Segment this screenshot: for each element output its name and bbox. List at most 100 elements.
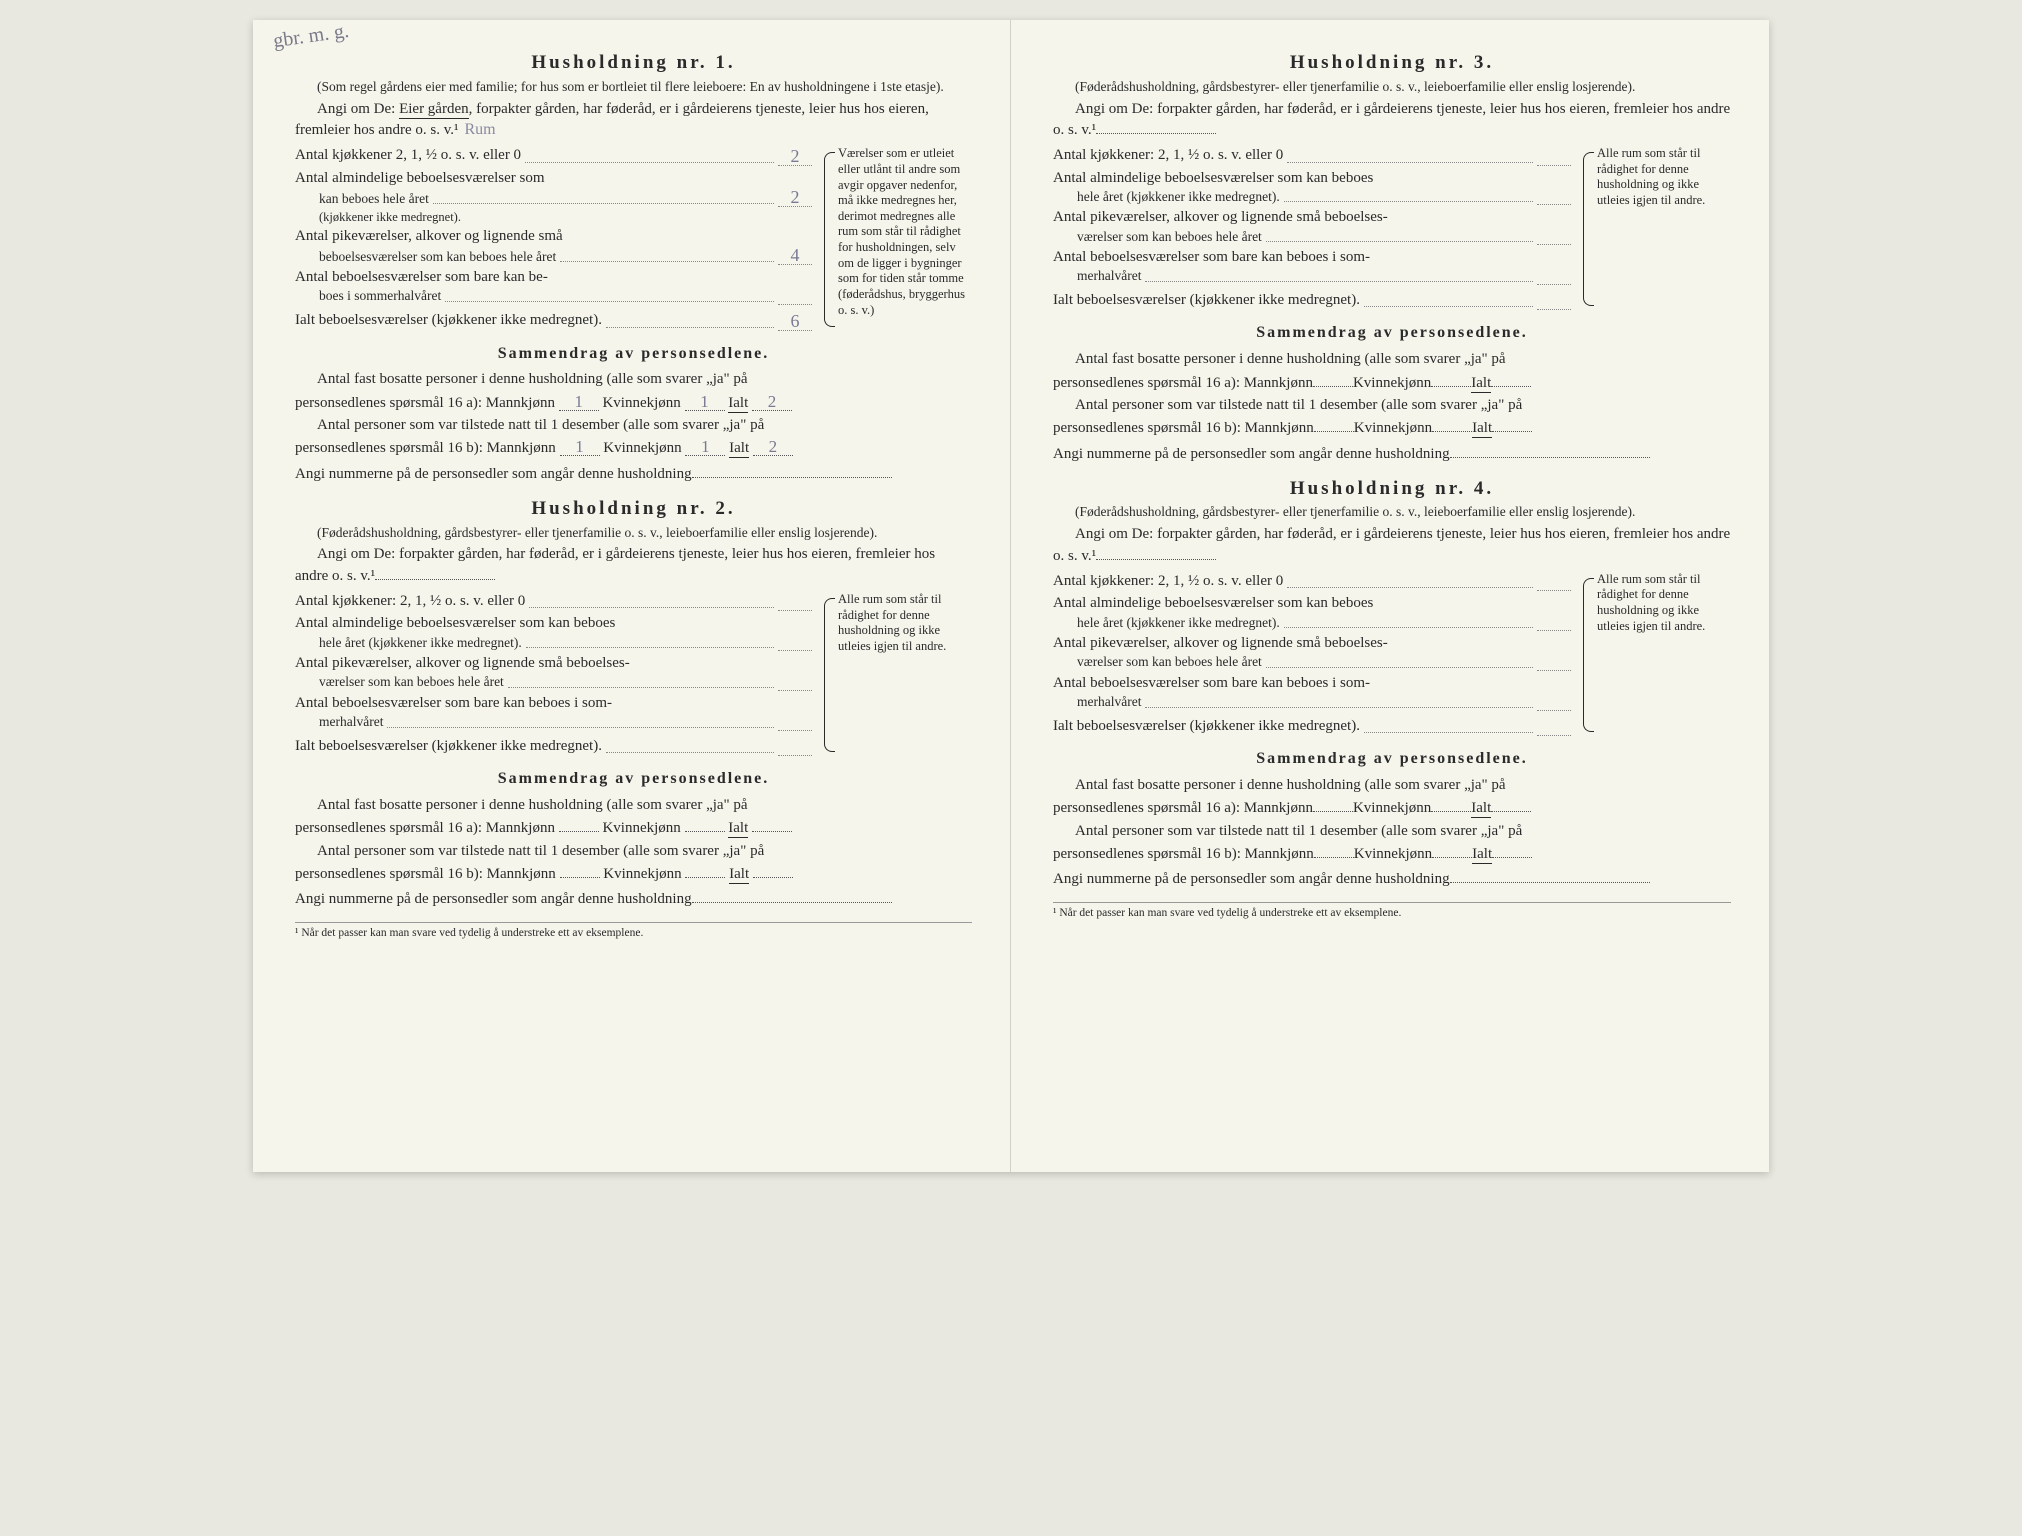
hh4-sum-kv-label: Kvinnekjønn (1353, 800, 1431, 816)
hh1-sum2-m: 1 (560, 438, 600, 456)
dotted-filler (387, 727, 774, 728)
dotted-filler (526, 647, 774, 648)
hh1-sommer-label2: boes i sommerhalvåret (295, 287, 441, 305)
dotted-filler (1284, 201, 1533, 202)
dotted-filler (1364, 306, 1533, 307)
hh3-sum-l2b-pre: personsedlenes spørsmål 16 b): Mannkjønn (1053, 420, 1314, 436)
blank-val (1537, 244, 1571, 245)
hh2-angi-num-label: Angi nummerne på de personsedler som ang… (295, 891, 692, 907)
hh1-alm-label2: kan beboes hele året (295, 190, 429, 208)
hh1-summary-title: Sammendrag av personsedlene. (295, 343, 972, 365)
hh3-alm-label1: Antal almindelige beboelsesværelser som … (1053, 168, 1571, 188)
hh3-subnote: (Føderådshusholdning, gårdsbestyrer- ell… (1053, 79, 1731, 96)
hh2-pike-val (778, 690, 812, 691)
dotted-filler (560, 261, 774, 262)
hh4-total-label: Ialt beboelsesværelser (kjøkkener ikke m… (1053, 717, 1360, 737)
hh3-sum-l1b: personsedlenes spørsmål 16 a): Mannkjønn… (1053, 373, 1731, 393)
dotted-filler (1266, 241, 1533, 242)
hh2-rows: Antal kjøkkener: 2, 1, ½ o. s. v. eller … (295, 592, 972, 758)
hh4-alm-label1: Antal almindelige beboelsesværelser som … (1053, 593, 1571, 613)
hh3-side-note: Alle rum som står til rådighet for denne… (1583, 146, 1731, 312)
hh1-sum-l2b: personsedlenes spørsmål 16 b): Mannkjønn… (295, 438, 972, 458)
hh4-angi: Angi om De: forpakter gården, har føderå… (1053, 524, 1731, 566)
hh1-angi: Angi om De: Eier gården, forpakter gårde… (295, 99, 972, 141)
hh1-alm-label1: Antal almindelige beboelsesværelser som (295, 168, 812, 188)
hh1-sum-l2b-pre: personsedlenes spørsmål 16 b): Mannkjønn (295, 440, 556, 456)
hh3-sum-ialt-label: Ialt (1471, 375, 1491, 393)
blank-val (1537, 710, 1571, 711)
hh2-sommer-row: Antal beboelsesværelser som bare kan beb… (295, 693, 812, 731)
blank-val (1537, 284, 1571, 285)
hh4-summary-title: Sammendrag av personsedlene. (1053, 748, 1731, 770)
hh2-kjokken-val (778, 610, 812, 611)
hh3-row-list: Antal kjøkkener: 2, 1, ½ o. s. v. eller … (1053, 146, 1571, 312)
hh4-sum-l1a: Antal fast bosatte personer i denne hush… (1053, 773, 1731, 799)
hh4-pike-label2: værelser som kan beboes hele året (1053, 653, 1262, 671)
blank-val (1431, 386, 1471, 387)
hh2-sommer-val (778, 730, 812, 731)
hh2-kjokken-row: Antal kjøkkener: 2, 1, ½ o. s. v. eller … (295, 592, 812, 612)
hh3-sommer-label2: merhalvåret (1053, 267, 1141, 285)
blank-val (685, 831, 725, 832)
hh4-row-list: Antal kjøkkener: 2, 1, ½ o. s. v. eller … (1053, 572, 1571, 738)
hh1-angi-underlined: Eier gården (399, 101, 469, 119)
hh3-alm-row: Antal almindelige beboelsesværelser som … (1053, 168, 1571, 206)
hh2-sommer-label1: Antal beboelsesværelser som bare kan beb… (295, 693, 812, 713)
dotted-filler (1145, 281, 1533, 282)
hh4-alm-row: Antal almindelige beboelsesværelser som … (1053, 593, 1571, 631)
dotted-filler (1287, 587, 1533, 588)
dotted-filler (508, 687, 774, 688)
hh3-pike-label1: Antal pikeværelser, alkover og lignende … (1053, 207, 1571, 227)
hh3-pike-label2: værelser som kan beboes hele året (1053, 228, 1262, 246)
blank-val (1313, 811, 1353, 812)
hh3-alm-label2: hele året (kjøkkener ikke medregnet). (1053, 188, 1280, 206)
blank-val (752, 831, 792, 832)
hh2-subnote: (Føderådshusholdning, gårdsbestyrer- ell… (295, 525, 972, 542)
hh2-total-val (778, 755, 812, 756)
blank-val (1537, 735, 1571, 736)
dotted-filler (433, 203, 774, 204)
hh4-sommer-row: Antal beboelsesværelser som bare kan beb… (1053, 673, 1571, 711)
corner-handwriting: gbr. m. g. (272, 21, 350, 51)
hh4-sum2-ialt-label: Ialt (1472, 846, 1492, 864)
blank-line (1450, 443, 1650, 458)
hh4-kjokken-row: Antal kjøkkener: 2, 1, ½ o. s. v. eller … (1053, 572, 1571, 592)
blank-val (753, 877, 793, 878)
hh1-title: Husholdning nr. 1. (295, 50, 972, 76)
hh3-sum-l1b-pre: personsedlenes spørsmål 16 a): Mannkjønn (1053, 375, 1313, 391)
blank-line (1096, 119, 1216, 134)
hh3-sum-kv-label: Kvinnekjønn (1353, 375, 1431, 391)
hh2-angi: Angi om De: forpakter gården, har føderå… (295, 544, 972, 586)
hh4-sum-l2b: personsedlenes spørsmål 16 b): Mannkjønn… (1053, 844, 1731, 864)
hh3-summary-title: Sammendrag av personsedlene. (1053, 322, 1731, 344)
hh4-pike-row: Antal pikeværelser, alkover og lignende … (1053, 633, 1571, 671)
hh4-sum-l1b: personsedlenes spørsmål 16 a): Mannkjønn… (1053, 798, 1731, 818)
footnote-left: ¹ Når det passer kan man svare ved tydel… (295, 922, 972, 942)
hh2-pike-label1: Antal pikeværelser, alkover og lignende … (295, 653, 812, 673)
hh1-sommer-val (778, 304, 812, 305)
hh3-total-label: Ialt beboelsesværelser (kjøkkener ikke m… (1053, 291, 1360, 311)
hh2-side-note: Alle rum som står til rådighet for denne… (824, 592, 972, 758)
hh3-sum-l2b: personsedlenes spørsmål 16 b): Mannkjønn… (1053, 418, 1731, 438)
blank-line (375, 565, 495, 580)
hh1-sum-l1b: personsedlenes spørsmål 16 a): Mannkjønn… (295, 393, 972, 413)
hh1-sum-l2b-mid: Kvinnekjønn (603, 440, 681, 456)
blank-line (1450, 868, 1650, 883)
hh1-kjokken-val: 2 (778, 147, 812, 166)
hh1-sum-l2a: Antal personer som var tilstede natt til… (295, 413, 972, 439)
hh3-angi-num: Angi nummerne på de personsedler som ang… (1053, 443, 1731, 464)
hh2-title: Husholdning nr. 2. (295, 496, 972, 522)
hh1-pike-row: Antal pikeværelser, alkover og lignende … (295, 226, 812, 265)
hh4-title: Husholdning nr. 4. (1053, 476, 1731, 502)
hh2-sum-l1b-pre: personsedlenes spørsmål 16 a): Mannkjønn (295, 820, 555, 836)
blank-val (685, 877, 725, 878)
hh2-sum-l1b: personsedlenes spørsmål 16 a): Mannkjønn… (295, 818, 972, 838)
hh2-row-list: Antal kjøkkener: 2, 1, ½ o. s. v. eller … (295, 592, 812, 758)
blank-line (692, 888, 892, 903)
hh4-sum2-kv-label: Kvinnekjønn (1354, 846, 1432, 862)
hh1-sommer-row: Antal beboelsesværelser som bare kan be-… (295, 267, 812, 305)
blank-val (1313, 386, 1353, 387)
hh1-sum-l1a: Antal fast bosatte personer i denne hush… (295, 367, 972, 393)
blank-val (1314, 431, 1354, 432)
blank-val (1491, 386, 1531, 387)
